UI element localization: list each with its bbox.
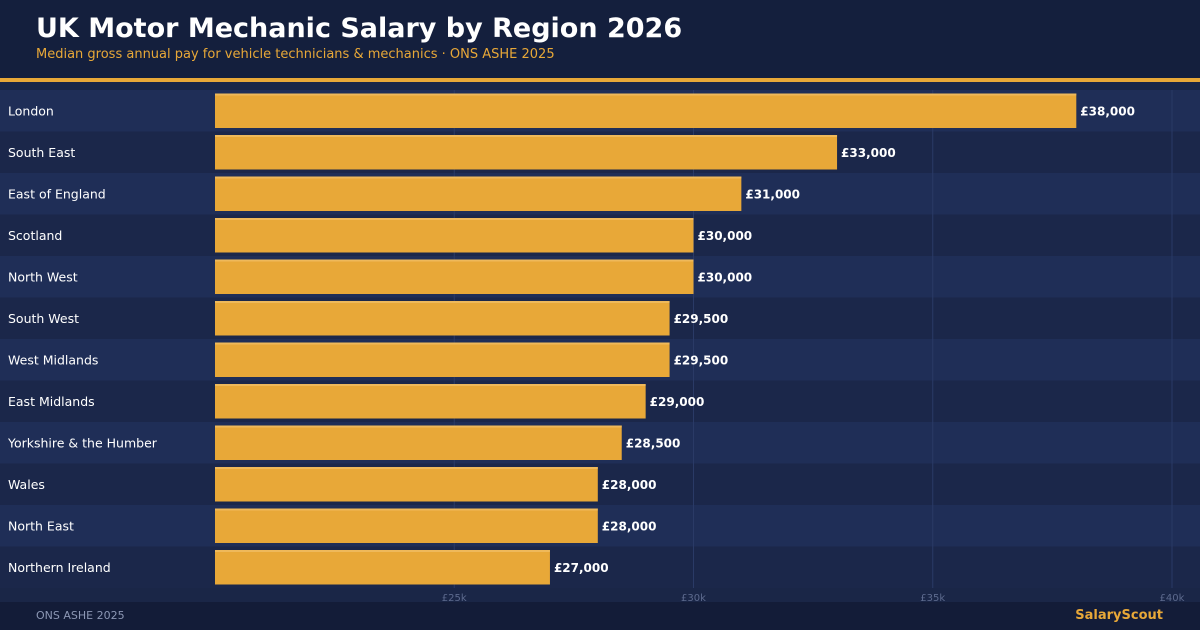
chart-footer: ONS ASHE 2025 SalaryScout bbox=[0, 602, 1200, 630]
value-label: £28,000 bbox=[602, 478, 657, 492]
category-label: South West bbox=[8, 311, 79, 326]
x-tick-label: £25k bbox=[442, 593, 467, 602]
bar bbox=[215, 550, 550, 585]
value-label: £33,000 bbox=[841, 146, 896, 160]
value-label: £30,000 bbox=[698, 229, 753, 243]
category-label: Wales bbox=[8, 477, 45, 492]
bar-highlight bbox=[215, 93, 1077, 96]
bar-highlight bbox=[215, 550, 550, 552]
bar bbox=[215, 135, 838, 170]
bar bbox=[215, 301, 670, 336]
value-label: £30,000 bbox=[698, 270, 753, 284]
category-label: London bbox=[8, 103, 54, 118]
row-stripe bbox=[0, 505, 1200, 547]
category-label: North East bbox=[8, 518, 74, 533]
bar bbox=[215, 93, 1077, 128]
value-label: £28,000 bbox=[602, 519, 657, 533]
x-tick-label: £40k bbox=[1160, 593, 1185, 602]
bar bbox=[215, 467, 598, 502]
bar-highlight bbox=[215, 508, 598, 511]
bar bbox=[215, 384, 646, 419]
bar-highlight bbox=[215, 384, 646, 386]
category-label: East Midlands bbox=[8, 394, 95, 409]
chart-subtitle: Median gross annual pay for vehicle tech… bbox=[36, 47, 555, 62]
category-label: East of England bbox=[8, 186, 106, 201]
value-label: £27,000 bbox=[554, 561, 609, 575]
category-label: Yorkshire & the Humber bbox=[7, 435, 158, 450]
bar bbox=[215, 342, 670, 377]
bar bbox=[215, 259, 694, 294]
x-tick-label: £30k bbox=[681, 593, 706, 602]
bar-highlight bbox=[215, 467, 598, 469]
value-label: £29,500 bbox=[674, 353, 729, 367]
bar-highlight bbox=[215, 425, 622, 428]
bar-highlight bbox=[215, 135, 838, 137]
x-tick-label: £35k bbox=[920, 593, 945, 602]
row-stripe bbox=[0, 546, 1200, 588]
value-label: £28,500 bbox=[626, 436, 681, 450]
category-label: Scotland bbox=[8, 228, 62, 243]
footer-brand-logo: SalaryScout bbox=[1075, 608, 1163, 623]
bar bbox=[215, 425, 622, 460]
bar bbox=[215, 176, 742, 211]
bar-chart: London £38,000 South East £33,000 East of En… bbox=[0, 90, 1200, 602]
category-label: Northern Ireland bbox=[8, 560, 111, 575]
row-stripe bbox=[0, 463, 1200, 505]
bar-highlight bbox=[215, 259, 694, 262]
category-label: West Midlands bbox=[8, 352, 98, 367]
category-label: North West bbox=[8, 269, 78, 284]
bar bbox=[215, 218, 694, 253]
bar bbox=[215, 508, 598, 543]
value-label: £31,000 bbox=[745, 187, 800, 201]
value-label: £38,000 bbox=[1080, 104, 1135, 118]
footer-source: ONS ASHE 2025 bbox=[36, 609, 125, 622]
category-label: South East bbox=[8, 145, 75, 160]
value-label: £29,000 bbox=[650, 395, 705, 409]
chart-title: UK Motor Mechanic Salary by Region 2026 bbox=[36, 13, 683, 44]
bar-highlight bbox=[215, 301, 670, 303]
bar-highlight bbox=[215, 342, 670, 345]
chart-area: London £38,000 South East £33,000 East of En… bbox=[0, 82, 1200, 602]
bar-highlight bbox=[215, 176, 742, 179]
accent-divider bbox=[0, 78, 1200, 82]
bar-highlight bbox=[215, 218, 694, 220]
value-label: £29,500 bbox=[674, 312, 729, 326]
chart-header: UK Motor Mechanic Salary by Region 2026 … bbox=[0, 0, 1200, 78]
